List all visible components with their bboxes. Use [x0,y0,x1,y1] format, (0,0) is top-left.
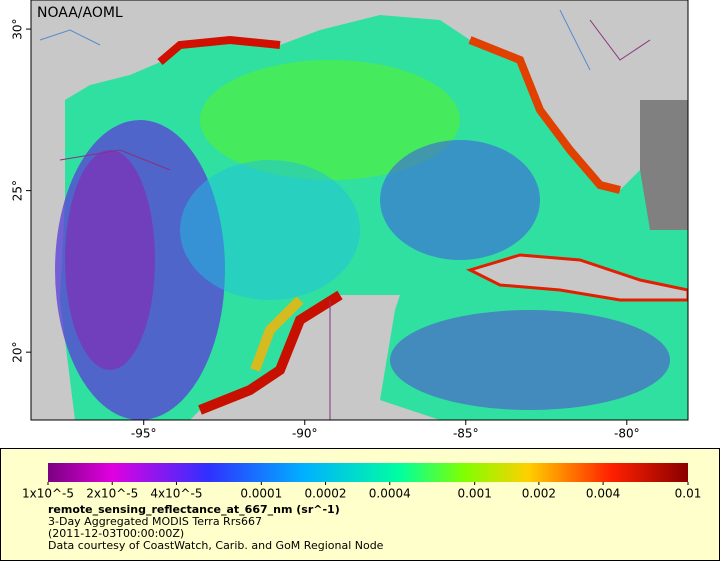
legend-line: 3-Day Aggregated MODIS Terra Rrs667 [48,515,262,528]
map-image [31,0,688,420]
cyan-region [180,160,360,300]
legend-title: remote_sensing_reflectance_at_667_nm (sr… [48,503,340,516]
blue-region [380,140,540,260]
colorbar-tick-label: 2x10^-5 [86,487,138,501]
coastal-mid [250,296,304,372]
colorbar-tick-label: 0.0004 [369,487,411,501]
borders [59,19,651,420]
legend-line: Data courtesy of CoastWatch, Carib. and … [48,539,384,552]
colorbar-tick-label: 0.001 [457,487,491,501]
y-tick-label: 25° [11,180,25,201]
blue-region [390,310,670,410]
legend-line: (2011-12-03T00:00:00Z) [48,527,184,540]
x-tick-label: -80° [614,427,640,441]
y-tick-label: 20° [11,342,25,363]
watermark: NOAA/AOML [37,5,123,21]
colorbar-tick-label: 0.004 [586,487,620,501]
colorbar-tick-label: 0.0001 [240,487,282,501]
cuba [465,253,688,302]
watermark-bg [31,0,121,24]
colorbar-tick-label: 4x10^-5 [150,487,202,501]
colorbar [48,463,688,482]
x-tick-label: -95° [131,427,157,441]
colorbar-tick-label: 1x10^-5 [22,487,74,501]
purple-region [65,150,155,370]
colorbar-tick-label: 0.002 [522,487,556,501]
colorbar-tick-label: 0.01 [675,487,702,501]
x-tick-label: -85° [453,427,479,441]
y-tick-label: 30° [11,18,25,39]
map-frame [30,0,689,421]
coastal-high [468,36,621,194]
colorbar-tick-label: 0.0002 [305,487,347,501]
x-tick-label: -90° [292,427,318,441]
rivers [39,9,591,71]
coastal-high [198,290,343,415]
coastal-high [157,35,281,66]
green-region [200,60,460,180]
